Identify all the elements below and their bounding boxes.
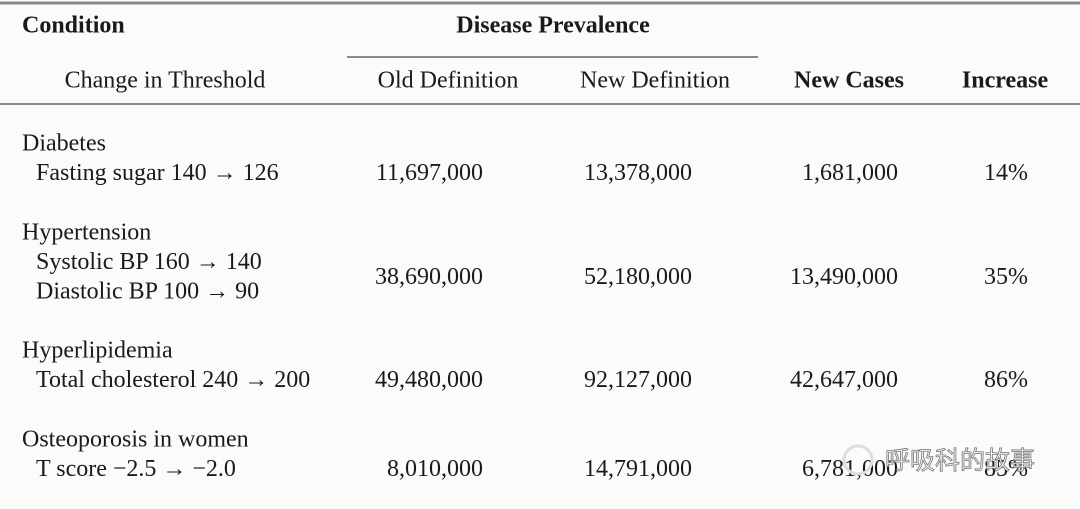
new-cell: 13,378,000 (584, 160, 692, 186)
header-cell: Condition (22, 13, 125, 39)
threshold-cell: Systolic BP 160 → 140 (36, 249, 262, 275)
header-cell: New Cases (794, 68, 904, 94)
watermark: 呼吸科的故事 (842, 444, 1035, 476)
old-cell: 49,480,000 (375, 367, 483, 393)
new-cases-cell: 1,681,000 (802, 160, 898, 186)
header-cell: Old Definition (378, 68, 519, 94)
condition-cell: Diabetes (22, 131, 106, 157)
threshold-cell: Total cholesterol 240 → 200 (36, 367, 310, 393)
old-cell: 11,697,000 (376, 160, 483, 186)
condition-cell: Hyperlipidemia (22, 338, 173, 364)
new-cell: 92,127,000 (584, 367, 692, 393)
watermark-icon (842, 444, 874, 476)
old-cell: 38,690,000 (375, 264, 483, 290)
new-cases-cell: 42,647,000 (790, 367, 898, 393)
increase-cell: 86% (984, 367, 1028, 393)
new-cases-cell: 6,781,000 (802, 456, 898, 482)
increase-cell: 85% (984, 456, 1028, 482)
header-cell: New Definition (580, 68, 730, 94)
table-body: Diabetes Fasting sugar 140 → 126 11,697,00… (22, 131, 1028, 483)
header-cell: Change in Threshold (65, 68, 266, 94)
condition-cell: Hypertension (22, 220, 151, 246)
threshold-cell: Fasting sugar 140 → 126 (36, 160, 279, 186)
watermark-text: 呼吸科的故事 (885, 446, 1035, 475)
threshold-cell: T score −2.5 → −2.0 (36, 456, 236, 482)
header-cell: Disease Prevalence (456, 13, 650, 39)
increase-cell: 35% (984, 264, 1028, 290)
threshold-cell: Diastolic BP 100 → 90 (36, 279, 259, 305)
increase-cell: 14% (984, 160, 1028, 186)
new-cell: 14,791,000 (584, 456, 692, 482)
new-cell: 52,180,000 (584, 264, 692, 290)
old-cell: 8,010,000 (387, 456, 483, 482)
new-cases-cell: 13,490,000 (790, 264, 898, 290)
header-cell: Increase (962, 68, 1049, 94)
condition-cell: Osteoporosis in women (22, 427, 249, 453)
